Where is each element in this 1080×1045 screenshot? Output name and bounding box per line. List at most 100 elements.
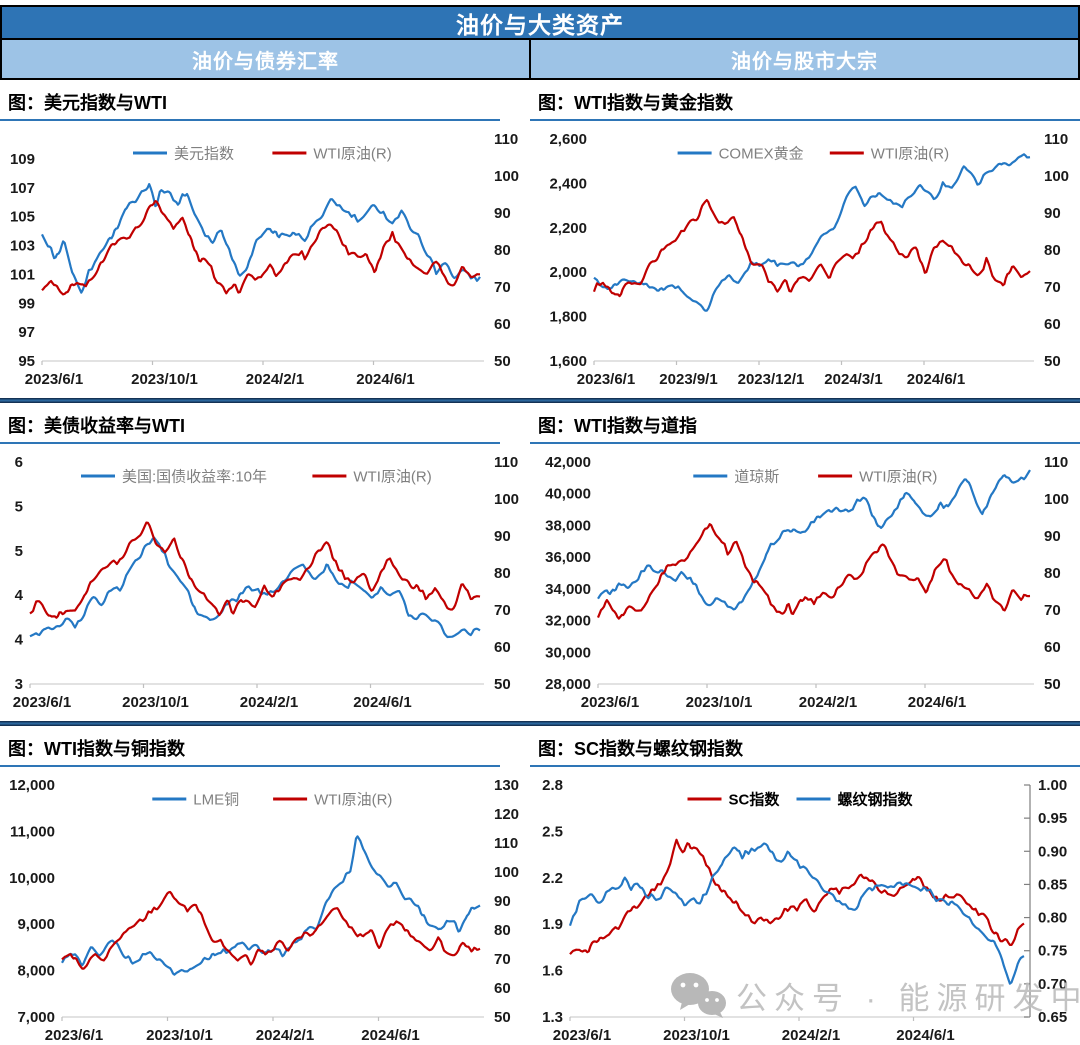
svg-text:70: 70 (1044, 279, 1061, 296)
svg-text:2023/9/1: 2023/9/1 (659, 371, 717, 388)
svg-text:5: 5 (15, 543, 23, 560)
svg-text:60: 60 (494, 316, 511, 333)
chart-title: 图：WTI指数与道指 (538, 416, 697, 436)
svg-text:80: 80 (494, 565, 511, 582)
svg-text:2,200: 2,200 (549, 220, 587, 237)
svg-text:11,000: 11,000 (10, 823, 55, 840)
svg-text:LME铜: LME铜 (193, 792, 239, 809)
page-title: 油价与大类资产 (2, 7, 1078, 40)
svg-text:60: 60 (1044, 639, 1061, 656)
chart-title: 图：SC指数与螺纹钢指数 (538, 739, 744, 759)
svg-text:32,000: 32,000 (545, 613, 591, 630)
svg-text:1,800: 1,800 (549, 309, 587, 326)
svg-text:1.3: 1.3 (542, 1009, 563, 1026)
svg-text:100: 100 (494, 491, 519, 508)
chart-sc-vs-rebar: 图：SC指数与螺纹钢指数 2023/6/1 2023/10/1 2024/2/1 20… (530, 726, 1080, 1045)
svg-text:2024/2/1: 2024/2/1 (240, 694, 298, 711)
chart-row-3: 图：WTI指数与铜指数 2023/6/1 2023/10/1 2024/2/1 202… (0, 726, 1080, 1045)
svg-text:1.9: 1.9 (542, 916, 563, 933)
svg-text:2023/6/1: 2023/6/1 (13, 694, 71, 711)
svg-text:109: 109 (10, 151, 35, 168)
svg-text:美元指数: 美元指数 (174, 146, 234, 163)
title-rule (530, 442, 1080, 444)
chart-canvas: 2023/6/1 2023/10/1 2024/2/1 2024/6/1 42,000 4… (545, 454, 1069, 711)
tab-oil-stocks-commodities: 油价与股市大宗 (731, 50, 878, 73)
svg-text:0.65: 0.65 (1038, 1009, 1067, 1026)
svg-text:90: 90 (494, 528, 511, 545)
svg-text:100: 100 (1044, 168, 1069, 185)
chart-treasury-yield-vs-wti: 图：美债收益率与WTI 2023/6/1 2023/10/1 2024/2/1 202… (0, 403, 530, 721)
chart-wti-vs-dow: 图：WTI指数与道指 2023/6/1 2023/10/1 2024/2/1 2024… (530, 403, 1080, 721)
chart-row-2: 图：美债收益率与WTI 2023/6/1 2023/10/1 2024/2/1 202… (0, 403, 1080, 721)
svg-text:2,400: 2,400 (549, 175, 587, 192)
chart-title: 图：WTI指数与铜指数 (8, 739, 185, 759)
svg-text:110: 110 (1044, 131, 1068, 148)
svg-text:螺纹钢指数: 螺纹钢指数 (838, 791, 914, 809)
svg-text:2024/6/1: 2024/6/1 (356, 371, 414, 388)
svg-text:2023/6/1: 2023/6/1 (25, 371, 83, 388)
svg-text:WTI原油(R): WTI原油(R) (859, 469, 937, 486)
svg-text:6: 6 (15, 454, 23, 471)
chart-usd-index-vs-wti: 图：美元指数与WTI 2023/6/1 2023/10/1 2024/2/1 2024… (0, 80, 530, 398)
svg-text:50: 50 (494, 353, 511, 370)
svg-text:2024/6/1: 2024/6/1 (908, 694, 966, 711)
svg-text:2024/2/1: 2024/2/1 (782, 1027, 840, 1044)
title-rule (530, 119, 1080, 121)
svg-text:12,000: 12,000 (9, 777, 55, 794)
svg-text:97: 97 (18, 324, 35, 341)
svg-text:90: 90 (494, 205, 511, 222)
svg-text:0.75: 0.75 (1038, 943, 1067, 960)
svg-text:130: 130 (494, 777, 519, 794)
svg-text:2024/6/1: 2024/6/1 (361, 1027, 419, 1044)
svg-text:101: 101 (10, 266, 35, 283)
svg-text:2024/2/1: 2024/2/1 (246, 371, 304, 388)
chart-title: 图：美债收益率与WTI (8, 416, 185, 436)
svg-text:99: 99 (18, 295, 35, 312)
svg-text:2023/6/1: 2023/6/1 (553, 1027, 611, 1044)
svg-text:道琼斯: 道琼斯 (734, 469, 779, 486)
svg-text:2023/6/1: 2023/6/1 (581, 694, 639, 711)
svg-text:美国:国债收益率:10年: 美国:国债收益率:10年 (122, 469, 267, 486)
svg-text:WTI原油(R): WTI原油(R) (313, 146, 391, 163)
svg-text:1,600: 1,600 (549, 353, 587, 370)
svg-text:0.80: 0.80 (1038, 910, 1067, 927)
svg-text:60: 60 (494, 980, 511, 997)
svg-text:40,000: 40,000 (545, 486, 591, 503)
svg-text:110: 110 (494, 454, 518, 471)
svg-text:0.70: 0.70 (1038, 976, 1067, 993)
svg-text:50: 50 (1044, 676, 1061, 693)
svg-text:70: 70 (494, 279, 511, 296)
svg-text:2023/12/1: 2023/12/1 (738, 371, 805, 388)
svg-text:38,000: 38,000 (545, 517, 591, 534)
svg-text:SC指数: SC指数 (729, 791, 781, 809)
chart-canvas: 2023/6/1 2023/9/1 2023/12/1 2024/3/1 2024/6/… (549, 131, 1069, 388)
title-rule (0, 442, 500, 444)
svg-text:90: 90 (1044, 528, 1061, 545)
svg-text:2023/10/1: 2023/10/1 (686, 694, 753, 711)
svg-text:80: 80 (494, 922, 511, 939)
svg-text:50: 50 (494, 676, 511, 693)
svg-text:120: 120 (494, 806, 519, 823)
svg-text:0.85: 0.85 (1038, 876, 1067, 893)
svg-text:107: 107 (10, 180, 35, 197)
chart-title: 图：美元指数与WTI (8, 93, 167, 113)
chart-wti-vs-gold: 图：WTI指数与黄金指数 2023/6/1 2023/9/1 2023/12/1 20… (530, 80, 1080, 398)
svg-text:100: 100 (494, 168, 519, 185)
header-tabs: 油价与债券汇率 油价与股市大宗 (2, 40, 1078, 78)
svg-text:90: 90 (1044, 205, 1061, 222)
chart-wti-vs-copper: 图：WTI指数与铜指数 2023/6/1 2023/10/1 2024/2/1 202… (0, 726, 530, 1045)
chart-row-1: 图：美元指数与WTI 2023/6/1 2023/10/1 2024/2/1 2024… (0, 80, 1080, 398)
svg-text:2023/6/1: 2023/6/1 (577, 371, 635, 388)
report-header: 油价与大类资产 油价与债券汇率 油价与股市大宗 (0, 5, 1080, 80)
svg-text:2024/2/1: 2024/2/1 (799, 694, 857, 711)
svg-text:2024/6/1: 2024/6/1 (353, 694, 411, 711)
svg-text:2023/10/1: 2023/10/1 (131, 371, 198, 388)
svg-text:70: 70 (494, 951, 511, 968)
svg-text:42,000: 42,000 (545, 454, 591, 471)
svg-text:WTI原油(R): WTI原油(R) (353, 469, 431, 486)
svg-text:90: 90 (494, 893, 511, 910)
svg-text:8,000: 8,000 (17, 963, 55, 980)
svg-text:7,000: 7,000 (17, 1009, 55, 1026)
svg-text:9,000: 9,000 (17, 916, 55, 933)
